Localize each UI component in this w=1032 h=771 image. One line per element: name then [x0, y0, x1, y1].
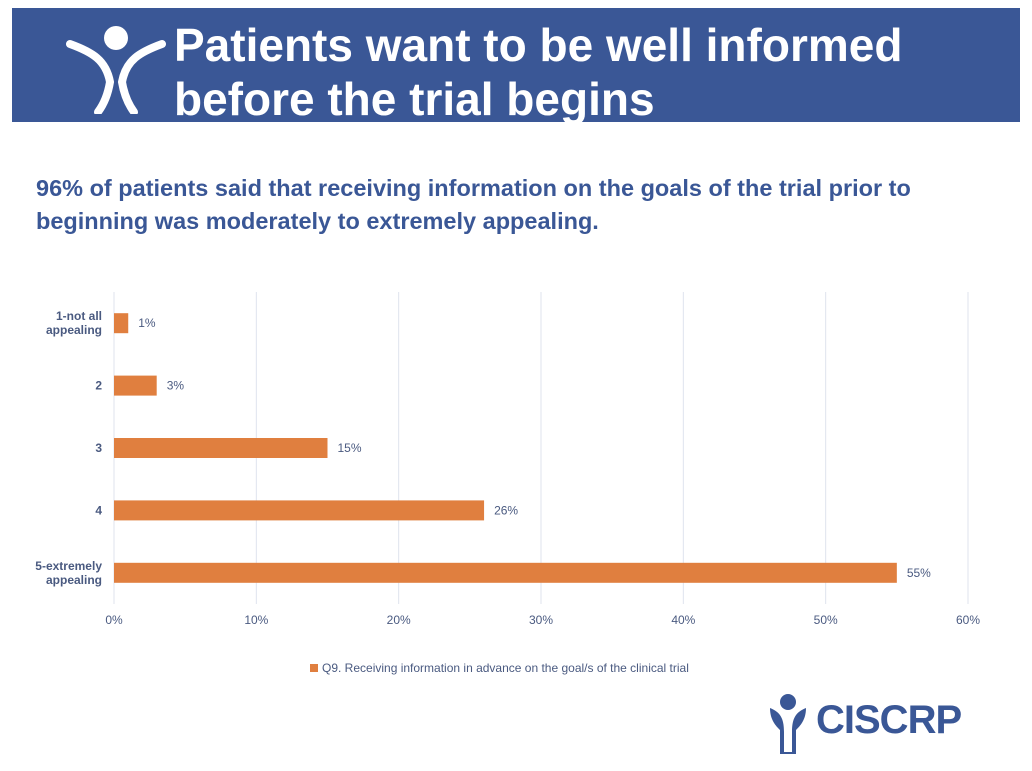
- x-tick-label: 40%: [671, 613, 695, 627]
- x-tick-label: 50%: [814, 613, 838, 627]
- x-tick-label: 20%: [387, 613, 411, 627]
- x-tick-label: 30%: [529, 613, 553, 627]
- bar-chart: 0% 10% 20% 30% 40% 50% 60% 1% 1-not all appealing…: [35, 292, 980, 627]
- category-label: 5-extremely appealing: [35, 559, 102, 587]
- data-label: 15%: [338, 441, 362, 455]
- data-label: 55%: [907, 566, 931, 580]
- legend-label: Q9. Receiving information in advance on …: [322, 661, 689, 675]
- data-label: 1%: [138, 316, 156, 330]
- data-label: 26%: [494, 503, 518, 517]
- bar: [114, 438, 328, 458]
- x-tick-label: 60%: [956, 613, 980, 627]
- chart-legend: Q9. Receiving information in advance on …: [310, 661, 689, 675]
- title-banner: Patients want to be well informed before…: [12, 8, 1020, 125]
- x-tick-label: 0%: [105, 613, 123, 627]
- bar: [114, 500, 485, 521]
- category-label: 3: [95, 441, 102, 455]
- category-label: 2: [95, 379, 102, 393]
- x-tick-label: 10%: [244, 613, 268, 627]
- subtitle: 96% of patients said that receiving info…: [36, 175, 911, 234]
- person-figure-icon: [66, 26, 166, 114]
- bar: [114, 313, 129, 334]
- ciscrp-logo: CISCRP: [766, 690, 962, 756]
- bar: [114, 562, 897, 583]
- legend-swatch: [310, 664, 318, 672]
- logo-text: CISCRP: [816, 698, 962, 742]
- category-label: 1-not all appealing: [46, 309, 102, 337]
- bar: [114, 375, 157, 396]
- category-label: 4: [95, 503, 102, 517]
- data-label: 3%: [167, 379, 185, 393]
- page-title: Patients want to be well informed before…: [174, 19, 903, 125]
- ciscrp-logo-icon: [770, 694, 806, 754]
